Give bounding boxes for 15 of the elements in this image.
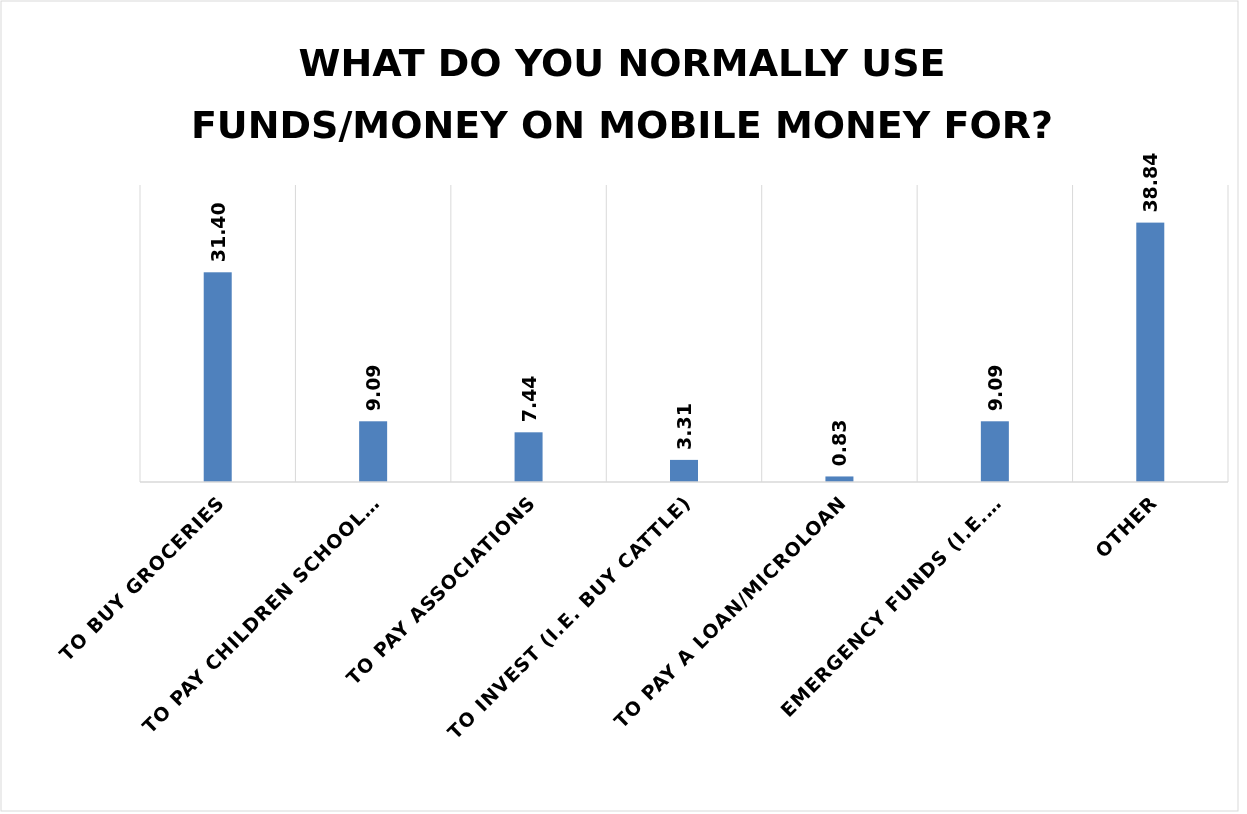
data-label: 9.09	[362, 364, 385, 412]
bar	[1136, 222, 1165, 482]
chart-title: WHAT DO YOU NORMALLY USE FUNDS/MONEY ON MOBILE MONEY FOR?	[190, 41, 1054, 147]
bar	[980, 421, 1009, 482]
data-label: 3.31	[673, 403, 695, 450]
bar	[203, 272, 232, 482]
bar	[670, 459, 698, 482]
data-label: 7.44	[517, 375, 540, 423]
bar	[359, 421, 388, 482]
data-label: 31.40	[206, 202, 229, 263]
data-label: 0.83	[828, 419, 851, 467]
data-label: 38.84	[1139, 152, 1162, 213]
bar	[825, 476, 854, 482]
data-label: 9.09	[983, 364, 1006, 412]
bar	[514, 432, 543, 482]
